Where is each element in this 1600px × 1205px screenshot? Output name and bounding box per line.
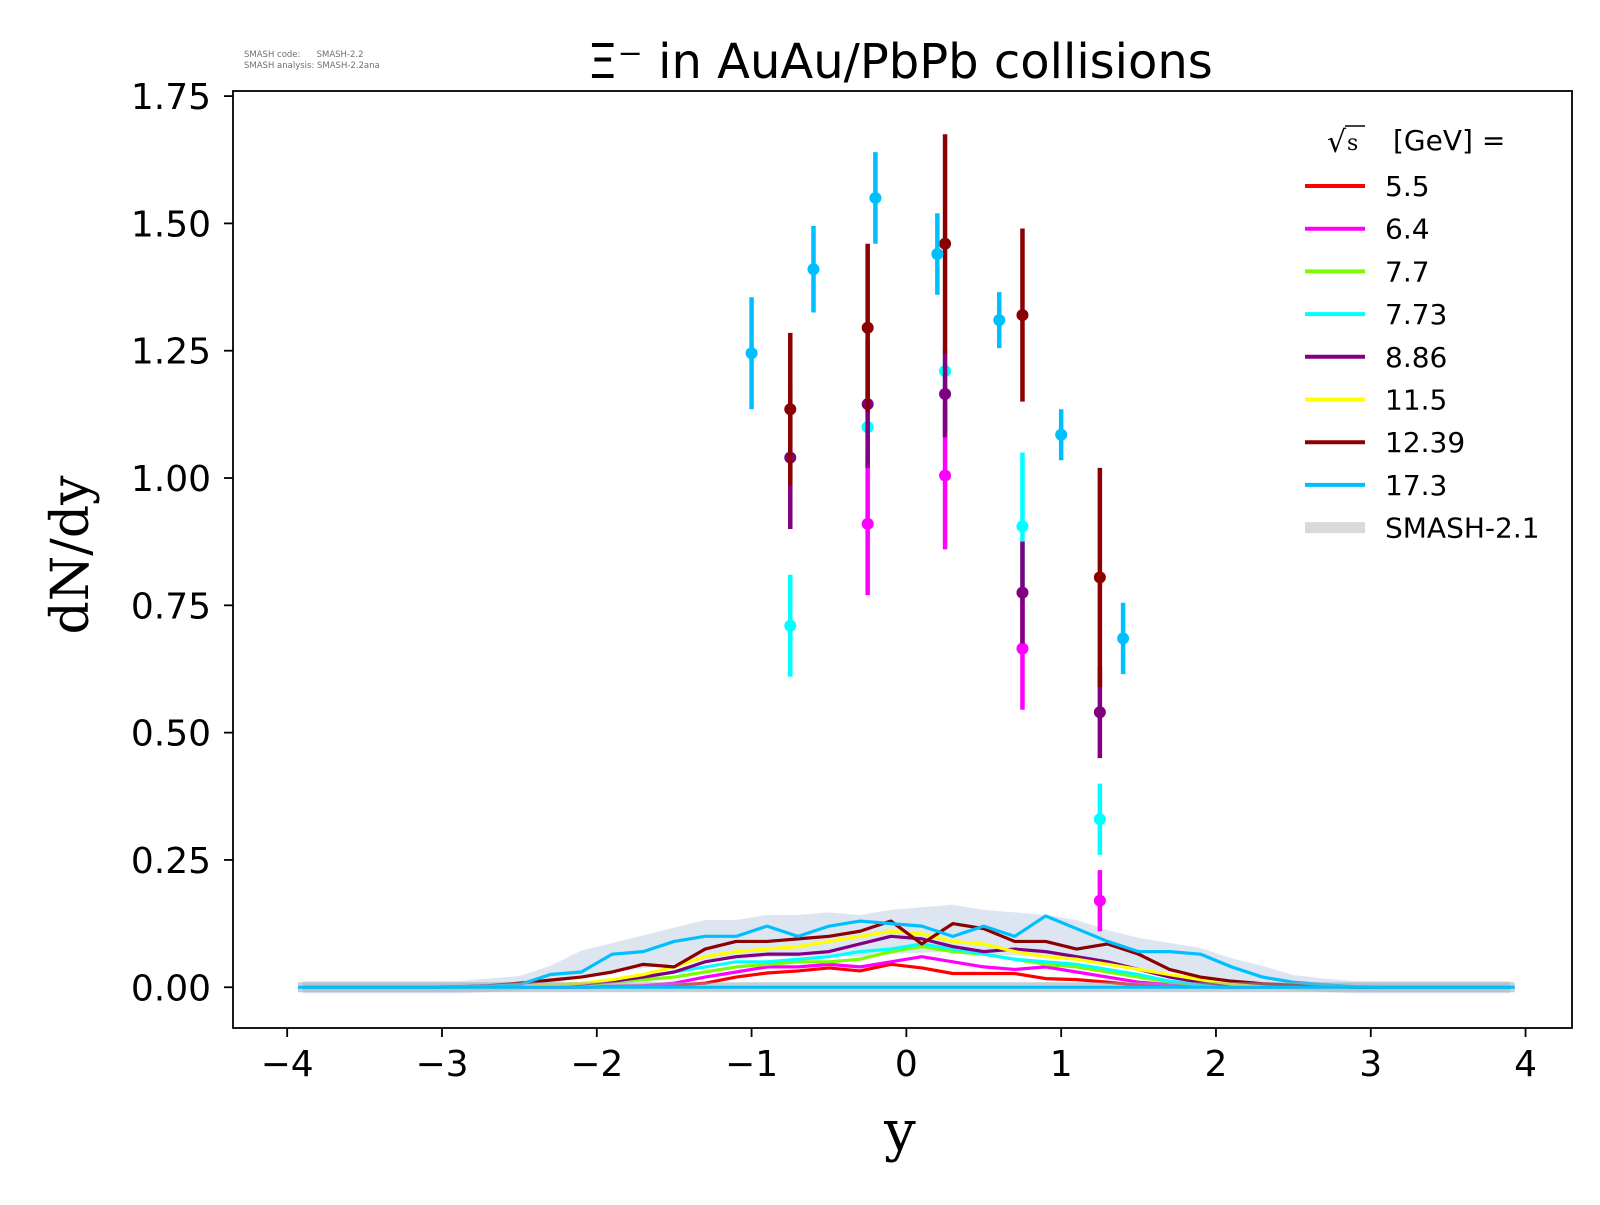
- x-tick-label: 1: [1050, 1044, 1073, 1085]
- data-point-17-3-0: [745, 347, 758, 360]
- data-point-17-3-3: [931, 247, 944, 260]
- legend: √ s [GeV] = 5.5 6.4 7.7 7.73 8.86 11.5 12.39 17.3 S…: [1305, 124, 1540, 545]
- x-tick-label: 0: [895, 1044, 918, 1085]
- legend-entry-12-39: 12.39: [1305, 426, 1465, 459]
- legend-label: 7.7: [1385, 255, 1430, 288]
- y-tick-label: 1.00: [131, 459, 211, 500]
- x-tick-label: 4: [1514, 1044, 1537, 1085]
- y-tick-label: 0.75: [131, 586, 211, 627]
- x-tick-label: 3: [1359, 1044, 1382, 1085]
- y-tick-label: 0.00: [131, 968, 211, 1009]
- legend-entry-reference: SMASH-2.1: [1305, 512, 1540, 545]
- series-line-12-39: [302, 919, 1511, 989]
- legend-title: √ s [GeV] =: [1327, 124, 1505, 160]
- y-tick-label: 1.75: [131, 77, 211, 118]
- legend-label: 6.4: [1385, 213, 1430, 246]
- plot-area: [298, 134, 1515, 994]
- legend-entry-8-86: 8.86: [1305, 341, 1447, 374]
- data-point-7-73-3: [1016, 520, 1029, 533]
- data-point-8-86-3: [1016, 586, 1029, 599]
- legend-entry-17-3: 17.3: [1305, 469, 1447, 502]
- data-point-12-39-4: [1093, 571, 1106, 584]
- chart-title: Ξ⁻ in AuAu/PbPb collisions: [587, 34, 1213, 90]
- smash-analysis-line: SMASH analysis: SMASH-2.2ana: [244, 61, 380, 71]
- y-axis-label: dN/dy: [41, 475, 101, 635]
- legend-entry-5-5: 5.5: [1305, 170, 1430, 203]
- data-point-17-3-1: [807, 263, 820, 276]
- x-tick-label: −1: [725, 1044, 778, 1085]
- data-point-6-4-1: [939, 469, 952, 482]
- legend-label: SMASH-2.1: [1385, 512, 1540, 545]
- legend-entry-11-5: 11.5: [1305, 384, 1447, 417]
- axes-frame: [232, 90, 1573, 1029]
- data-point-12-39-3: [1016, 309, 1029, 322]
- legend-label: 11.5: [1385, 384, 1447, 417]
- y-tick-label: 1.50: [131, 204, 211, 245]
- x-tick-label: −3: [415, 1044, 468, 1085]
- axes: −4 −3 −2 −1 0 1 2 3 4 0.00 0.25 0.50 0.75 1.00 1.25 1.5…: [131, 77, 1573, 1085]
- data-point-12-39-2: [939, 237, 952, 250]
- x-tick-label: −4: [261, 1044, 314, 1085]
- legend-label: 8.86: [1385, 341, 1447, 374]
- legend-label: 17.3: [1385, 469, 1447, 502]
- data-point-7-73-4: [1093, 813, 1106, 826]
- data-point-8-86-2: [939, 387, 952, 400]
- legend-title-units: [GeV] =: [1393, 124, 1505, 157]
- data-point-17-3-2: [869, 191, 882, 204]
- y-tick-label: 1.25: [131, 332, 211, 373]
- legend-label: 5.5: [1385, 170, 1430, 203]
- data-point-6-4-0: [861, 517, 874, 530]
- y-tick-label: 0.25: [131, 841, 211, 882]
- data-point-7-73-0: [784, 619, 797, 632]
- data-point-6-4-3: [1093, 894, 1106, 907]
- smash-code-line: SMASH code: SMASH-2.2: [244, 50, 364, 60]
- x-tick-label: 2: [1205, 1044, 1228, 1085]
- x-tick-label: −2: [570, 1044, 623, 1085]
- legend-label: 7.73: [1385, 298, 1447, 331]
- data-point-8-86-4: [1093, 706, 1106, 719]
- smash-version-watermark: SMASH code: SMASH-2.2 SMASH analysis: SMA…: [244, 50, 380, 72]
- legend-entry-7-73: 7.73: [1305, 298, 1447, 331]
- data-point-12-39-1: [861, 321, 874, 334]
- data-point-6-4-2: [1016, 642, 1029, 655]
- legend-entry-6-4: 6.4: [1305, 213, 1430, 246]
- data-point-17-3-4: [993, 314, 1006, 327]
- data-point-17-3-6: [1117, 632, 1130, 645]
- y-tick-label: 0.50: [131, 714, 211, 755]
- data-point-12-39-0: [784, 403, 797, 416]
- legend-label: 12.39: [1385, 426, 1465, 459]
- legend-entry-7-7: 7.7: [1305, 255, 1430, 288]
- legend-sqrt-symbol: √: [1327, 125, 1347, 160]
- legend-sqrt-argument: s: [1347, 131, 1358, 156]
- data-point-17-3-5: [1055, 428, 1068, 441]
- x-axis-label: y: [883, 1099, 916, 1164]
